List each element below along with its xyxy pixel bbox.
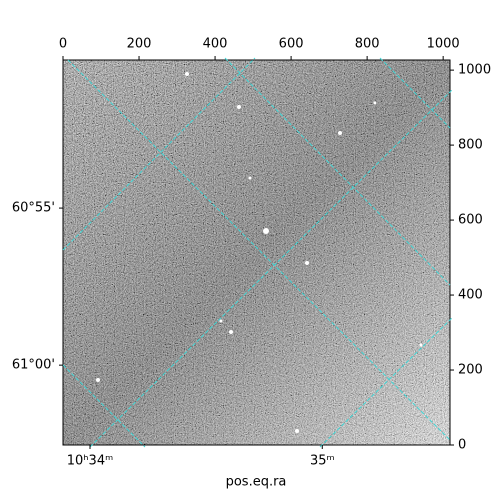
y-tick-label: 1000 [458, 63, 491, 78]
x-tick-label: 400 [203, 37, 228, 52]
y-tick-label: 200 [458, 363, 483, 378]
x-axis-label: pos.eq.ra [226, 475, 287, 490]
grid-line [62, 364, 146, 448]
dec-tick-label: 60°55' [12, 201, 55, 216]
grid-line [224, 57, 451, 286]
grid-line [62, 57, 256, 251]
y-tick-label: 400 [458, 288, 483, 303]
x-tick-label: 600 [279, 37, 304, 52]
dec-tick-label: 61°00' [12, 358, 55, 373]
image [62, 59, 451, 446]
y-tick-label: 600 [458, 213, 483, 228]
x-tick-label: 0 [59, 37, 67, 52]
x-tick-label: 800 [355, 37, 380, 52]
frame [62, 59, 451, 446]
stars [96, 72, 423, 433]
y-tick-label: 800 [458, 138, 483, 153]
ra-tick-label: 10ʰ34ᵐ [67, 454, 113, 469]
image-shade [63, 60, 450, 445]
grid-line [89, 89, 453, 448]
grid-line [319, 317, 453, 448]
grid-line [379, 57, 451, 129]
coordinate-grid [62, 57, 453, 448]
ra-tick-label: 35ᵐ [310, 454, 335, 469]
y-tick-label: 0 [458, 438, 466, 453]
x-tick-label: 1000 [427, 37, 460, 52]
x-tick-label: 200 [127, 37, 152, 52]
